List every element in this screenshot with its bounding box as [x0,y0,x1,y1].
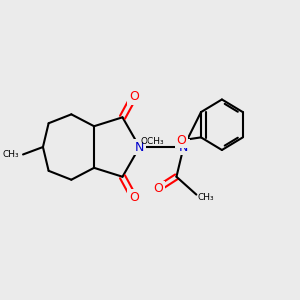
Text: O: O [153,182,163,195]
Text: O: O [129,90,139,103]
Text: O: O [176,134,186,147]
Text: N: N [135,140,144,154]
Text: CH₃: CH₃ [198,193,214,202]
Text: CH₃: CH₃ [2,150,19,159]
Text: O: O [129,191,139,204]
Text: N: N [179,140,188,154]
Text: OCH₃: OCH₃ [140,137,164,146]
